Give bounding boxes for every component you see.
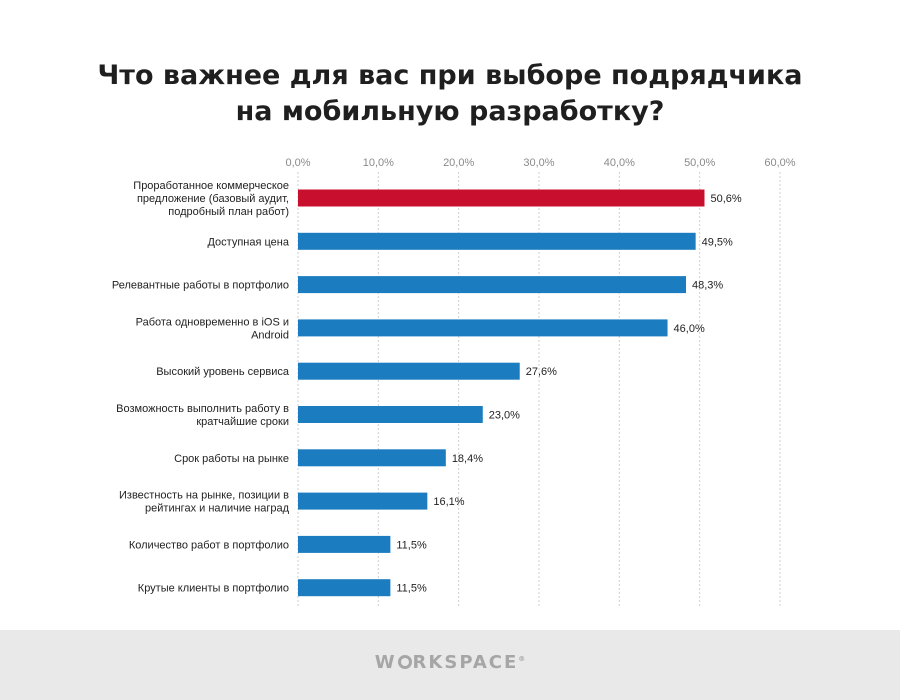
bar-chart: 0,0% 10,0% 20,0% 30,0% 40,0% 50,0% 60,0% Прора… [112, 157, 796, 608]
chart-title-line-2: на мобильную разработку? [235, 96, 665, 127]
data-label: 49,5% [702, 236, 733, 248]
bar [298, 535, 391, 553]
x-tick-label: 10,0% [363, 157, 394, 169]
bar [298, 319, 668, 337]
bar [298, 406, 483, 423]
category-label: Крутые клиенты в портфолио [138, 583, 289, 595]
category-labels: Проработанное коммерческое предложение (б… [112, 180, 290, 595]
logo-o-ring [397, 655, 412, 669]
category-label: Возможность выполнить работу в кратчайшие… [116, 403, 289, 428]
bar [298, 492, 428, 510]
logo-text-end: RKSPACE [412, 652, 519, 673]
bar [298, 276, 687, 294]
data-label: 16,1% [433, 496, 464, 508]
x-tick-label: 30,0% [523, 157, 554, 169]
x-tick-label: 50,0% [684, 157, 715, 169]
x-tick-label: 20,0% [443, 157, 474, 169]
chart-title-line-1: Что важнее для вас при выборе подрядчика [97, 60, 803, 91]
bar [298, 189, 705, 207]
category-label: Релевантные работы в портфолио [112, 280, 289, 292]
bar [298, 579, 391, 597]
data-label: 50,6% [710, 193, 741, 205]
data-label: 11,5% [396, 583, 427, 595]
category-label: Работа одновременно в iOS и Android [136, 316, 289, 341]
data-label: 23,0% [489, 410, 520, 422]
bar [298, 449, 446, 467]
logo-trademark: ® [518, 655, 526, 663]
data-label: 48,3% [692, 280, 723, 292]
category-label: Количество работ в портфолио [129, 539, 289, 551]
category-label: Проработанное коммерческое предложение (б… [133, 180, 289, 218]
category-label: Срок работы на рынке [174, 453, 289, 465]
data-label: 46,0% [674, 323, 705, 335]
category-label: Высокий уровень сервиса [156, 366, 290, 378]
x-tick-label: 0,0% [285, 157, 310, 169]
data-label: 27,6% [526, 366, 557, 378]
category-label: Доступная цена [207, 236, 289, 248]
data-label: 18,4% [452, 453, 483, 465]
footer-band [0, 630, 900, 700]
bar [298, 232, 696, 250]
x-axis-ticks: 0,0% 10,0% 20,0% 30,0% 40,0% 50,0% 60,0% [285, 157, 795, 169]
bars [298, 189, 705, 597]
x-tick-label: 40,0% [604, 157, 635, 169]
logo-text-start: W [374, 652, 397, 673]
data-label: 11,5% [396, 539, 427, 551]
chart-title: Что важнее для вас при выборе подрядчика… [0, 58, 900, 130]
category-label: Известность на рынке, позиции в рейтингах… [119, 490, 290, 515]
value-labels: 50,6% 49,5% 48,3% 46,0% 27,6% 23,0% 18,4% 16,1%… [396, 193, 742, 595]
x-tick-label: 60,0% [764, 157, 795, 169]
bar [298, 362, 520, 380]
workspace-logo: W RKSPACE® [0, 652, 900, 673]
